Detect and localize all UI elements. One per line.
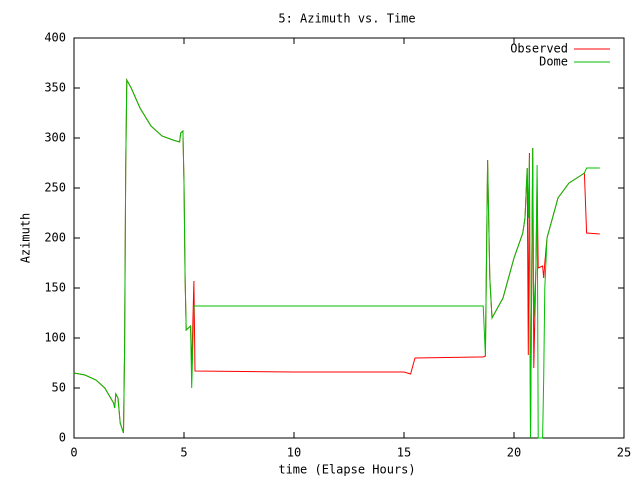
- y-tick-label: 0: [59, 431, 66, 445]
- legend-label: Observed: [510, 42, 568, 56]
- x-axis-label: time (Elapse Hours): [278, 463, 415, 477]
- x-tick-label: 10: [287, 446, 301, 460]
- x-tick-label: 20: [507, 446, 521, 460]
- chart-title: 5: Azimuth vs. Time: [278, 12, 415, 26]
- data-line: [73, 78, 600, 439]
- x-tick-label: 15: [397, 446, 411, 460]
- y-tick-label: 250: [44, 181, 66, 195]
- y-tick-label: 50: [52, 381, 66, 395]
- y-tick-label: 200: [44, 231, 66, 245]
- y-tick-label: 400: [44, 31, 66, 45]
- legend-label: Dome: [539, 55, 568, 69]
- y-tick-label: 300: [44, 131, 66, 145]
- x-tick-label: 25: [617, 446, 631, 460]
- x-tick-label: 5: [180, 446, 187, 460]
- y-axis-label: Azimuth: [19, 213, 33, 264]
- y-tick-label: 150: [44, 281, 66, 295]
- x-tick-label: 0: [70, 446, 77, 460]
- y-tick-label: 100: [44, 331, 66, 345]
- y-tick-label: 350: [44, 81, 66, 95]
